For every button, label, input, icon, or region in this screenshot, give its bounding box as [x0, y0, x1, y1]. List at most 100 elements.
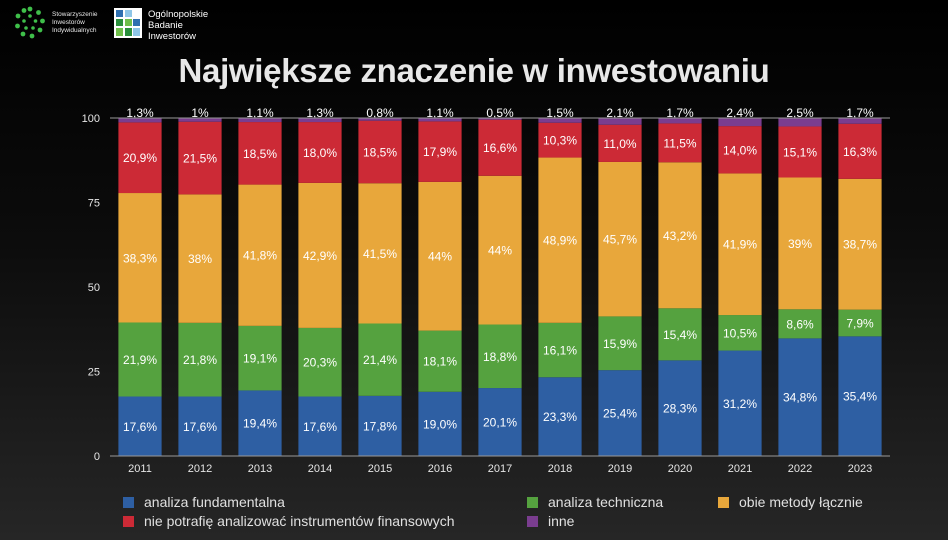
legend-label: analiza techniczna: [548, 494, 664, 510]
y-tick-label: 50: [88, 282, 100, 294]
y-tick-label: 100: [82, 113, 100, 125]
data-label: 44%: [488, 244, 512, 258]
bar-segment: [538, 377, 582, 456]
data-label: 0,8%: [366, 106, 394, 120]
legend-swatch: [123, 515, 134, 527]
obi-logo-text: Ogólnopolskie Badanie Inwestorów: [148, 9, 209, 42]
data-label: 1,7%: [846, 106, 874, 120]
bar-segment: [838, 118, 882, 124]
bar-segment: [418, 181, 462, 331]
data-label: 21,4%: [363, 353, 397, 367]
data-label: 1,5%: [546, 106, 574, 120]
data-label: 11,0%: [603, 137, 636, 151]
data-label: 38,3%: [123, 251, 157, 265]
data-label: 1,1%: [246, 106, 274, 120]
bar-segment: [178, 396, 222, 456]
y-tick-label: 0: [94, 451, 100, 463]
data-label: 17,6%: [183, 420, 217, 434]
data-label: 7,9%: [846, 316, 874, 330]
bar-segment: [598, 316, 642, 371]
bar-segment: [238, 390, 282, 456]
bar-segment: [118, 396, 162, 456]
bar-segment: [118, 193, 162, 323]
bar-segment: [418, 330, 462, 392]
legend-item: obie metody łącznie: [718, 494, 863, 510]
legend-item: analiza techniczna: [527, 494, 663, 510]
data-label: 15,1%: [783, 145, 817, 159]
data-label: 21,8%: [183, 353, 217, 367]
data-label: 48,9%: [543, 234, 577, 248]
sii-logo: Stowarzyszenie Inwestorów Indywidualnych: [14, 6, 114, 44]
bar-segment: [238, 325, 282, 391]
x-tick-label: 2016: [428, 463, 452, 475]
bar-segment: [778, 338, 822, 456]
legend-swatch: [123, 496, 134, 508]
data-label: 23,3%: [543, 410, 577, 424]
data-label: 18,5%: [243, 147, 277, 161]
data-label: 0,5%: [486, 106, 514, 120]
data-label: 17,8%: [363, 419, 397, 433]
data-label: 41,9%: [723, 238, 757, 252]
x-tick-label: 2023: [848, 463, 872, 475]
bar-segment: [538, 322, 582, 378]
data-label: 41,5%: [363, 247, 397, 261]
bar-segment: [298, 396, 342, 456]
y-tick-label: 25: [88, 367, 100, 379]
bar-segment: [478, 175, 522, 325]
x-tick-label: 2018: [548, 463, 572, 475]
bar-segment: [718, 126, 762, 174]
bar-segment: [778, 118, 822, 127]
data-label: 14,0%: [723, 143, 757, 157]
data-label: 39%: [788, 237, 812, 251]
bar-segment: [778, 177, 822, 310]
data-label: 1,3%: [126, 106, 154, 120]
y-tick-label: 75: [88, 198, 100, 210]
data-label: 15,4%: [663, 328, 697, 342]
x-tick-label: 2019: [608, 463, 632, 475]
bar-segment: [658, 162, 702, 309]
x-tick-label: 2020: [668, 463, 692, 475]
x-tick-label: 2017: [488, 463, 512, 475]
data-label: 17,6%: [123, 420, 157, 434]
bar-segment: [838, 178, 882, 310]
data-label: 21,9%: [123, 353, 157, 367]
data-label: 19,1%: [243, 352, 277, 366]
data-label: 11,5%: [663, 136, 696, 150]
sii-logo-icon: [15, 6, 45, 39]
data-label: 19,4%: [243, 417, 277, 431]
bar-segment: [658, 308, 702, 361]
bar-segment: [178, 322, 222, 397]
data-label: 2,4%: [726, 106, 754, 120]
bar-segment: [658, 123, 702, 163]
bar-segment: [178, 121, 222, 195]
data-label: 2,1%: [606, 106, 634, 120]
bar-segment: [358, 323, 402, 396]
legend-item: inne: [527, 513, 574, 529]
data-label: 1,7%: [666, 106, 694, 120]
data-label: 17,6%: [303, 420, 337, 434]
data-label: 44%: [428, 250, 452, 264]
bar-segment: [658, 360, 702, 456]
legend-swatch: [527, 496, 538, 508]
data-label: 15,9%: [603, 337, 637, 351]
legend-item: nie potrafię analizować instrumentów fin…: [123, 513, 455, 529]
bar-segment: [478, 388, 522, 456]
data-label: 10,3%: [543, 134, 577, 148]
data-label: 34,8%: [783, 391, 817, 405]
data-label: 41,8%: [243, 249, 277, 263]
bar-segment: [658, 117, 702, 124]
data-label: 25,4%: [603, 407, 637, 421]
data-label: 38%: [188, 252, 212, 266]
data-label: 20,9%: [123, 151, 157, 165]
data-label: 10,5%: [723, 326, 757, 340]
bar-segment: [118, 322, 162, 397]
bar-segment: [358, 183, 402, 324]
legend-label: analiza fundamentalna: [144, 494, 285, 510]
x-tick-label: 2014: [308, 463, 332, 475]
bar-segment: [598, 117, 642, 125]
bar-segment: [718, 315, 762, 351]
bar-segment: [718, 173, 762, 316]
data-label: 8,6%: [786, 317, 814, 331]
bar-segment: [838, 309, 882, 337]
